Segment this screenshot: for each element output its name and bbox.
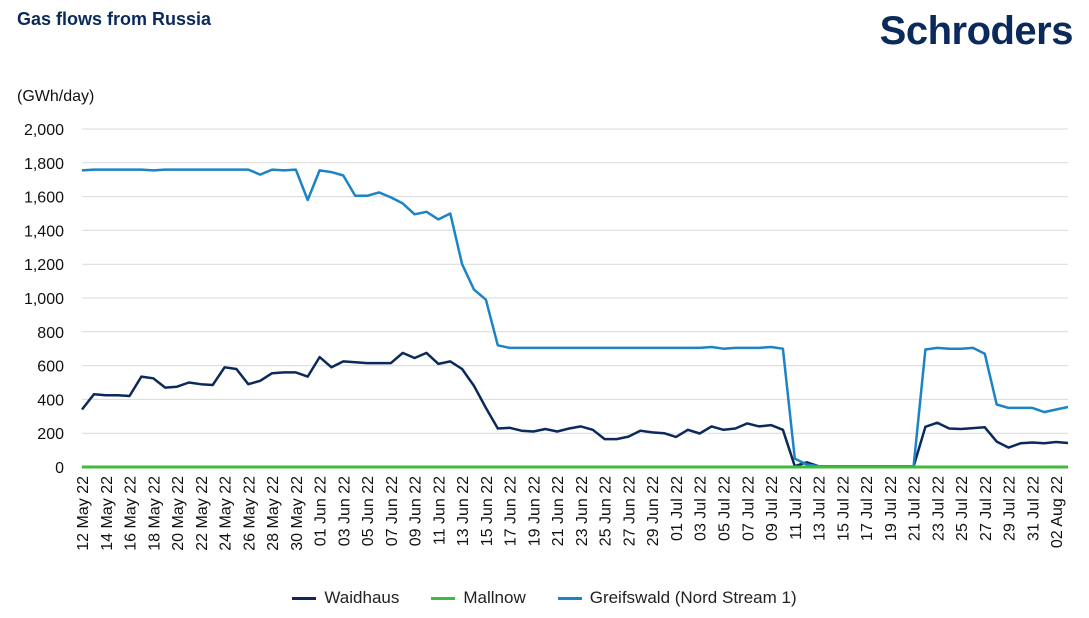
y-tick-label: 400 (37, 392, 64, 409)
legend-label-mallnow: Mallnow (463, 588, 526, 607)
x-tick-label: 22 May 22 (194, 476, 211, 551)
legend-label-waidhaus: Waidhaus (324, 588, 400, 607)
x-tick-label: 11 Jul 22 (788, 476, 805, 540)
x-tick-label: 23 Jun 22 (574, 476, 591, 546)
x-tick-label: 24 May 22 (218, 476, 235, 551)
series-lines (81, 168, 1069, 469)
x-tick-label: 07 Jul 22 (740, 476, 757, 541)
y-tick-label: 1,400 (24, 223, 64, 240)
y-tick-label: 2,000 (24, 122, 64, 139)
x-tick-label: 05 Jul 22 (716, 476, 733, 541)
y-tick-label: 600 (37, 359, 64, 376)
x-tick-label: 07 Jun 22 (384, 476, 401, 546)
x-tick-label: 03 Jul 22 (693, 476, 710, 541)
x-tick-label: 31 Jul 22 (1025, 476, 1042, 541)
legend-item-waidhaus: Waidhaus (292, 588, 399, 608)
x-tick-label: 23 Jul 22 (930, 476, 947, 541)
legend-item-mallnow: Mallnow (431, 588, 526, 608)
x-tick-label: 15 Jun 22 (479, 476, 496, 546)
y-axis-ticks: 0 200 400 600 800 1,000 1,200 1,400 1,600 1,800 2,… (24, 122, 64, 477)
y-tick-label: 200 (37, 426, 64, 443)
x-tick-label: 17 Jun 22 (503, 476, 520, 546)
x-tick-label: 28 May 22 (265, 476, 282, 551)
x-tick-label: 18 May 22 (146, 476, 163, 551)
x-tick-label: 27 Jun 22 (621, 476, 638, 546)
x-tick-label: 21 Jun 22 (550, 476, 567, 546)
schroders-logo: Schroders (879, 9, 1074, 53)
x-tick-label: 13 Jun 22 (455, 476, 472, 546)
x-tick-label: 09 Jun 22 (408, 476, 425, 546)
x-tick-label: 16 May 22 (123, 476, 140, 551)
x-tick-label: 19 Jul 22 (883, 476, 900, 541)
x-tick-label: 17 Jul 22 (859, 476, 876, 541)
x-tick-label: 20 May 22 (170, 476, 187, 551)
x-tick-label: 19 Jun 22 (526, 476, 543, 546)
legend-item-greifswald: Greifswald (Nord Stream 1) (557, 588, 797, 608)
x-tick-label: 21 Jul 22 (907, 476, 924, 541)
x-tick-label: 09 Jul 22 (764, 476, 781, 541)
y-tick-label: 1,000 (24, 291, 64, 308)
x-tick-label: 02 Aug 22 (1049, 476, 1066, 548)
chart-title: Gas flows from Russia (17, 9, 212, 29)
x-tick-label: 25 Jul 22 (954, 476, 971, 541)
legend-swatch-greifswald (557, 596, 582, 600)
legend-swatch-mallnow (431, 596, 456, 600)
x-tick-label: 11 Jun 22 (431, 476, 448, 545)
x-tick-label: 14 May 22 (99, 476, 116, 551)
x-tick-label: 25 Jun 22 (598, 476, 615, 546)
y-tick-label: 1,200 (24, 257, 64, 274)
gridlines (82, 128, 1068, 434)
y-tick-label: 1,800 (24, 156, 64, 173)
y-axis-unit-label: (GWh/day) (17, 88, 95, 105)
series-line-greifswald-nord-stream-1 (81, 168, 1069, 468)
x-tick-label: 15 Jul 22 (835, 476, 852, 541)
y-tick-label: 1,600 (24, 190, 64, 207)
legend: Waidhaus Mallnow Greifswald (Nord Stream… (0, 588, 1089, 608)
x-tick-label: 30 May 22 (289, 476, 306, 551)
x-tick-label: 03 Jun 22 (336, 476, 353, 546)
x-tick-label: 13 Jul 22 (812, 476, 829, 541)
x-tick-label: 29 Jul 22 (1002, 476, 1019, 541)
y-tick-label: 0 (55, 460, 64, 477)
x-tick-label: 01 Jul 22 (669, 476, 686, 541)
x-tick-label: 26 May 22 (241, 476, 258, 551)
y-tick-label: 800 (37, 325, 64, 342)
x-tick-label: 05 Jun 22 (360, 476, 377, 546)
x-axis-ticks: 12 May 22 14 May 22 16 May 22 18 May 22 20 M… (75, 476, 1066, 551)
legend-label-greifswald: Greifswald (Nord Stream 1) (589, 588, 797, 607)
x-tick-label: 01 Jun 22 (313, 476, 330, 546)
legend-swatch-waidhaus (292, 596, 317, 600)
x-tick-label: 29 Jun 22 (645, 476, 662, 546)
x-tick-label: 27 Jul 22 (978, 476, 995, 541)
x-tick-label: 12 May 22 (75, 476, 92, 551)
